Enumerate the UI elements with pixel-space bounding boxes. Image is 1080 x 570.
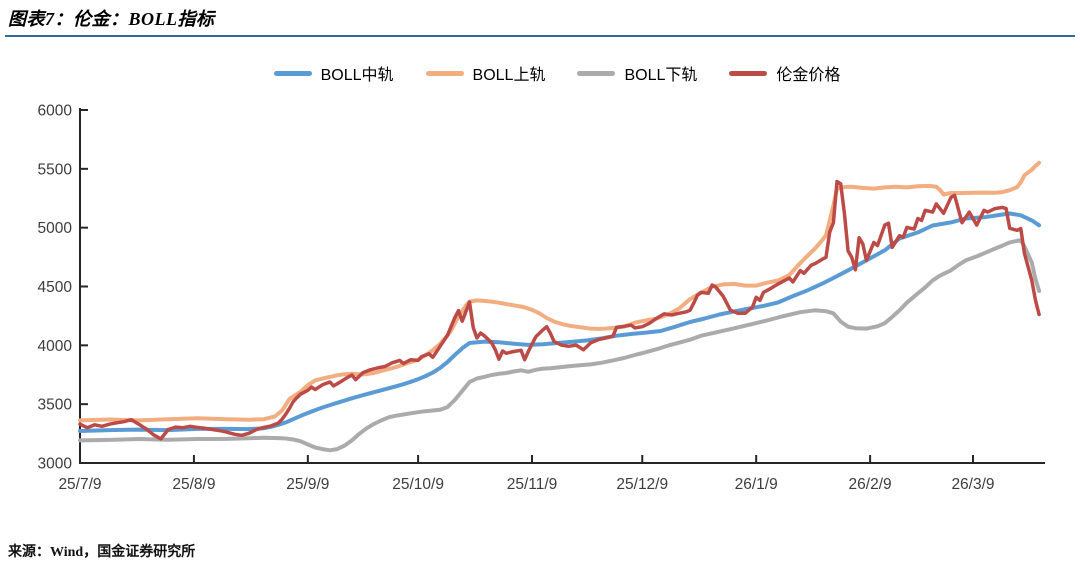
legend-label: BOLL下轨 <box>624 67 698 84</box>
chart-title: 图表7：伦金：BOLL指标 <box>8 9 215 29</box>
legend-line-swatch-red <box>729 70 768 76</box>
y-tick-label: 3500 <box>38 397 73 414</box>
x-tick-label: 25/11/9 <box>507 476 558 493</box>
series-line-BOLL下轨 <box>78 238 1042 453</box>
legend-item-boll-mid: BOLL中轨 <box>273 61 394 85</box>
legend-label: BOLL中轨 <box>320 67 394 84</box>
axis-lines <box>79 108 1045 464</box>
y-tick-label: 6000 <box>38 103 73 120</box>
legend-label: 伦金价格 <box>776 67 841 84</box>
x-tick-label: 25/8/9 <box>172 476 215 493</box>
legend-line-swatch-blue <box>273 70 312 76</box>
series-line-BOLL上轨 <box>78 160 1042 423</box>
series-line-BOLL中轨 <box>78 211 1042 433</box>
x-tick-label: 25/9/9 <box>286 476 329 493</box>
source-note: 来源：Wind，国金证券研究所 <box>8 545 196 560</box>
title-divider <box>5 35 1075 37</box>
legend-item-boll-upper: BOLL上轨 <box>425 61 546 85</box>
x-tick-label: 25/12/9 <box>616 476 668 493</box>
legend-item-boll-lower: BOLL下轨 <box>577 61 697 85</box>
y-tick-label: 5500 <box>38 161 73 178</box>
x-tick-label: 26/2/9 <box>849 476 892 493</box>
y-tick-label: 5000 <box>38 220 73 237</box>
y-tick-label: 4500 <box>38 279 73 296</box>
y-tick-label: 3000 <box>38 456 73 473</box>
x-tick-label: 25/7/9 <box>58 476 101 493</box>
series-line-伦金价格 <box>78 179 1041 441</box>
legend-label: BOLL上轨 <box>472 67 546 84</box>
x-tick-label: 26/1/9 <box>735 476 778 493</box>
chart-legend: BOLL中轨 BOLL上轨 BOLL下轨 伦金价格 <box>0 61 1080 85</box>
x-tick-label: 25/10/9 <box>392 476 444 493</box>
y-tick-label: 4000 <box>38 338 73 355</box>
legend-line-swatch-gray <box>577 70 616 76</box>
legend-item-gold-price: 伦金价格 <box>729 61 840 85</box>
x-tick-label: 26/3/9 <box>951 476 994 493</box>
legend-line-swatch-orange <box>425 70 464 76</box>
